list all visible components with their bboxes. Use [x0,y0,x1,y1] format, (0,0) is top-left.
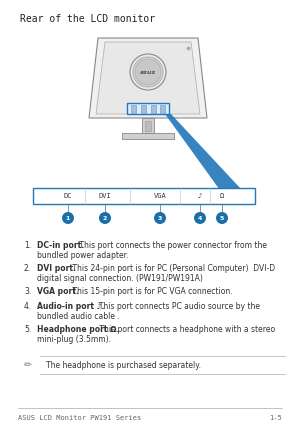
Circle shape [62,212,74,224]
Text: This 15-pin port is for PC VGA connection.: This 15-pin port is for PC VGA connectio… [70,287,233,296]
Text: 1-5: 1-5 [269,415,282,421]
Circle shape [133,57,163,87]
Text: mini-plug (3.5mm).: mini-plug (3.5mm). [37,335,111,344]
FancyBboxPatch shape [145,121,151,131]
Text: bundled audio cable .: bundled audio cable . [37,312,120,321]
FancyBboxPatch shape [142,118,154,133]
Text: 3.: 3. [24,287,31,296]
Text: digital signal connection. (PW191/PW191A): digital signal connection. (PW191/PW191A… [37,274,203,283]
Text: 4: 4 [198,215,202,221]
Text: DVI: DVI [99,193,111,199]
Text: asus: asus [140,70,156,74]
Text: VGA: VGA [154,193,166,199]
Polygon shape [165,114,255,204]
Circle shape [194,212,206,224]
Text: 1: 1 [66,215,70,221]
Text: This port connects a headphone with a stereo: This port connects a headphone with a st… [97,325,275,334]
Text: 4.: 4. [24,302,31,311]
FancyBboxPatch shape [122,133,174,139]
Text: ♪: ♪ [198,193,202,199]
Text: This 24-pin port is for PC (Personal Computer)  DVI-D: This 24-pin port is for PC (Personal Com… [70,264,275,273]
Text: 1.: 1. [24,241,31,250]
Text: 5.: 5. [24,325,31,334]
Text: 2: 2 [103,215,107,221]
Text: The headphone is purchased separately.: The headphone is purchased separately. [46,360,201,369]
Text: DC-in port.: DC-in port. [37,241,84,250]
Text: Audio-in port ♪.: Audio-in port ♪. [37,302,104,311]
Text: 5: 5 [220,215,224,221]
FancyBboxPatch shape [130,105,136,113]
FancyBboxPatch shape [33,188,255,204]
Circle shape [99,212,111,224]
Text: Rear of the LCD monitor: Rear of the LCD monitor [20,14,155,24]
Circle shape [135,59,161,85]
Polygon shape [89,38,207,118]
Text: 3: 3 [158,215,162,221]
FancyBboxPatch shape [127,103,169,114]
Text: 2.: 2. [24,264,31,273]
Polygon shape [96,42,200,114]
FancyBboxPatch shape [140,105,146,113]
Circle shape [154,212,166,224]
Text: DC: DC [64,193,72,199]
Text: ASUS LCD Monitor PW191 Series: ASUS LCD Monitor PW191 Series [18,415,141,421]
Text: Headphone port Ω.: Headphone port Ω. [37,325,119,334]
Circle shape [216,212,228,224]
Text: DVI port.: DVI port. [37,264,76,273]
FancyBboxPatch shape [160,105,164,113]
Text: bundled power adapter.: bundled power adapter. [37,251,128,260]
FancyBboxPatch shape [151,105,155,113]
Text: Ω: Ω [220,193,224,199]
Text: VGA port.: VGA port. [37,287,79,296]
Text: This port connects PC audio source by the: This port connects PC audio source by th… [94,302,260,311]
Text: This port connects the power connector from the: This port connects the power connector f… [77,241,267,250]
Text: ✏: ✏ [24,360,32,370]
